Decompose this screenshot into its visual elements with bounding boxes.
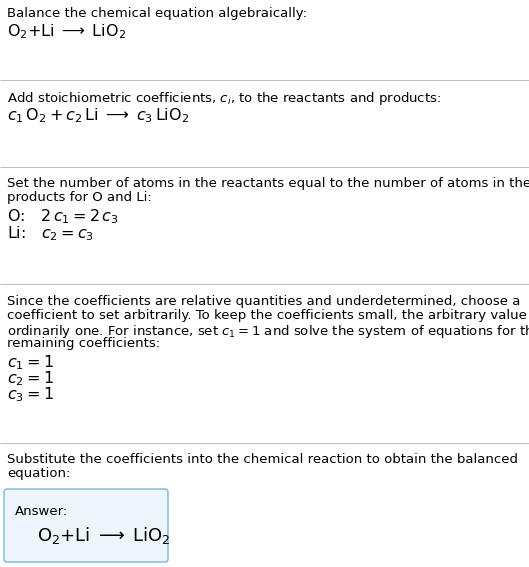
Text: ordinarily one. For instance, set $c_1 = 1$ and solve the system of equations fo: ordinarily one. For instance, set $c_1 =… [7,323,529,340]
Text: Since the coefficients are relative quantities and underdetermined, choose a: Since the coefficients are relative quan… [7,295,521,308]
Text: Substitute the coefficients into the chemical reaction to obtain the balanced: Substitute the coefficients into the che… [7,453,518,466]
Text: $\mathrm{O_2}$$ + \mathrm{Li} \;\longrightarrow\; \mathrm{LiO_2}$: $\mathrm{O_2}$$ + \mathrm{Li} \;\longrig… [37,525,171,546]
Text: $\mathrm{O_2}$$ + \mathrm{Li} \;\longrightarrow\; \mathrm{LiO_2}$: $\mathrm{O_2}$$ + \mathrm{Li} \;\longrig… [7,22,126,41]
Text: equation:: equation: [7,467,70,480]
Text: O:   $2\,c_1 = 2\,c_3$: O: $2\,c_1 = 2\,c_3$ [7,207,118,226]
Text: $c_1 = 1$: $c_1 = 1$ [7,353,54,372]
Text: Li:   $c_2 = c_3$: Li: $c_2 = c_3$ [7,224,94,243]
FancyBboxPatch shape [4,489,168,562]
Text: Balance the chemical equation algebraically:: Balance the chemical equation algebraica… [7,7,307,20]
Text: Answer:: Answer: [15,505,68,518]
Text: $c_1\,\mathrm{O_2} + c_2\,\mathrm{Li} \;\longrightarrow\; c_3\,\mathrm{LiO_2}$: $c_1\,\mathrm{O_2} + c_2\,\mathrm{Li} \;… [7,106,189,125]
Text: remaining coefficients:: remaining coefficients: [7,337,160,350]
Text: coefficient to set arbitrarily. To keep the coefficients small, the arbitrary va: coefficient to set arbitrarily. To keep … [7,309,529,322]
Text: Add stoichiometric coefficients, $c_i$, to the reactants and products:: Add stoichiometric coefficients, $c_i$, … [7,90,441,107]
Text: Set the number of atoms in the reactants equal to the number of atoms in the: Set the number of atoms in the reactants… [7,177,529,190]
Text: products for O and Li:: products for O and Li: [7,191,152,204]
Text: $c_2 = 1$: $c_2 = 1$ [7,369,54,388]
Text: $c_3 = 1$: $c_3 = 1$ [7,385,54,404]
